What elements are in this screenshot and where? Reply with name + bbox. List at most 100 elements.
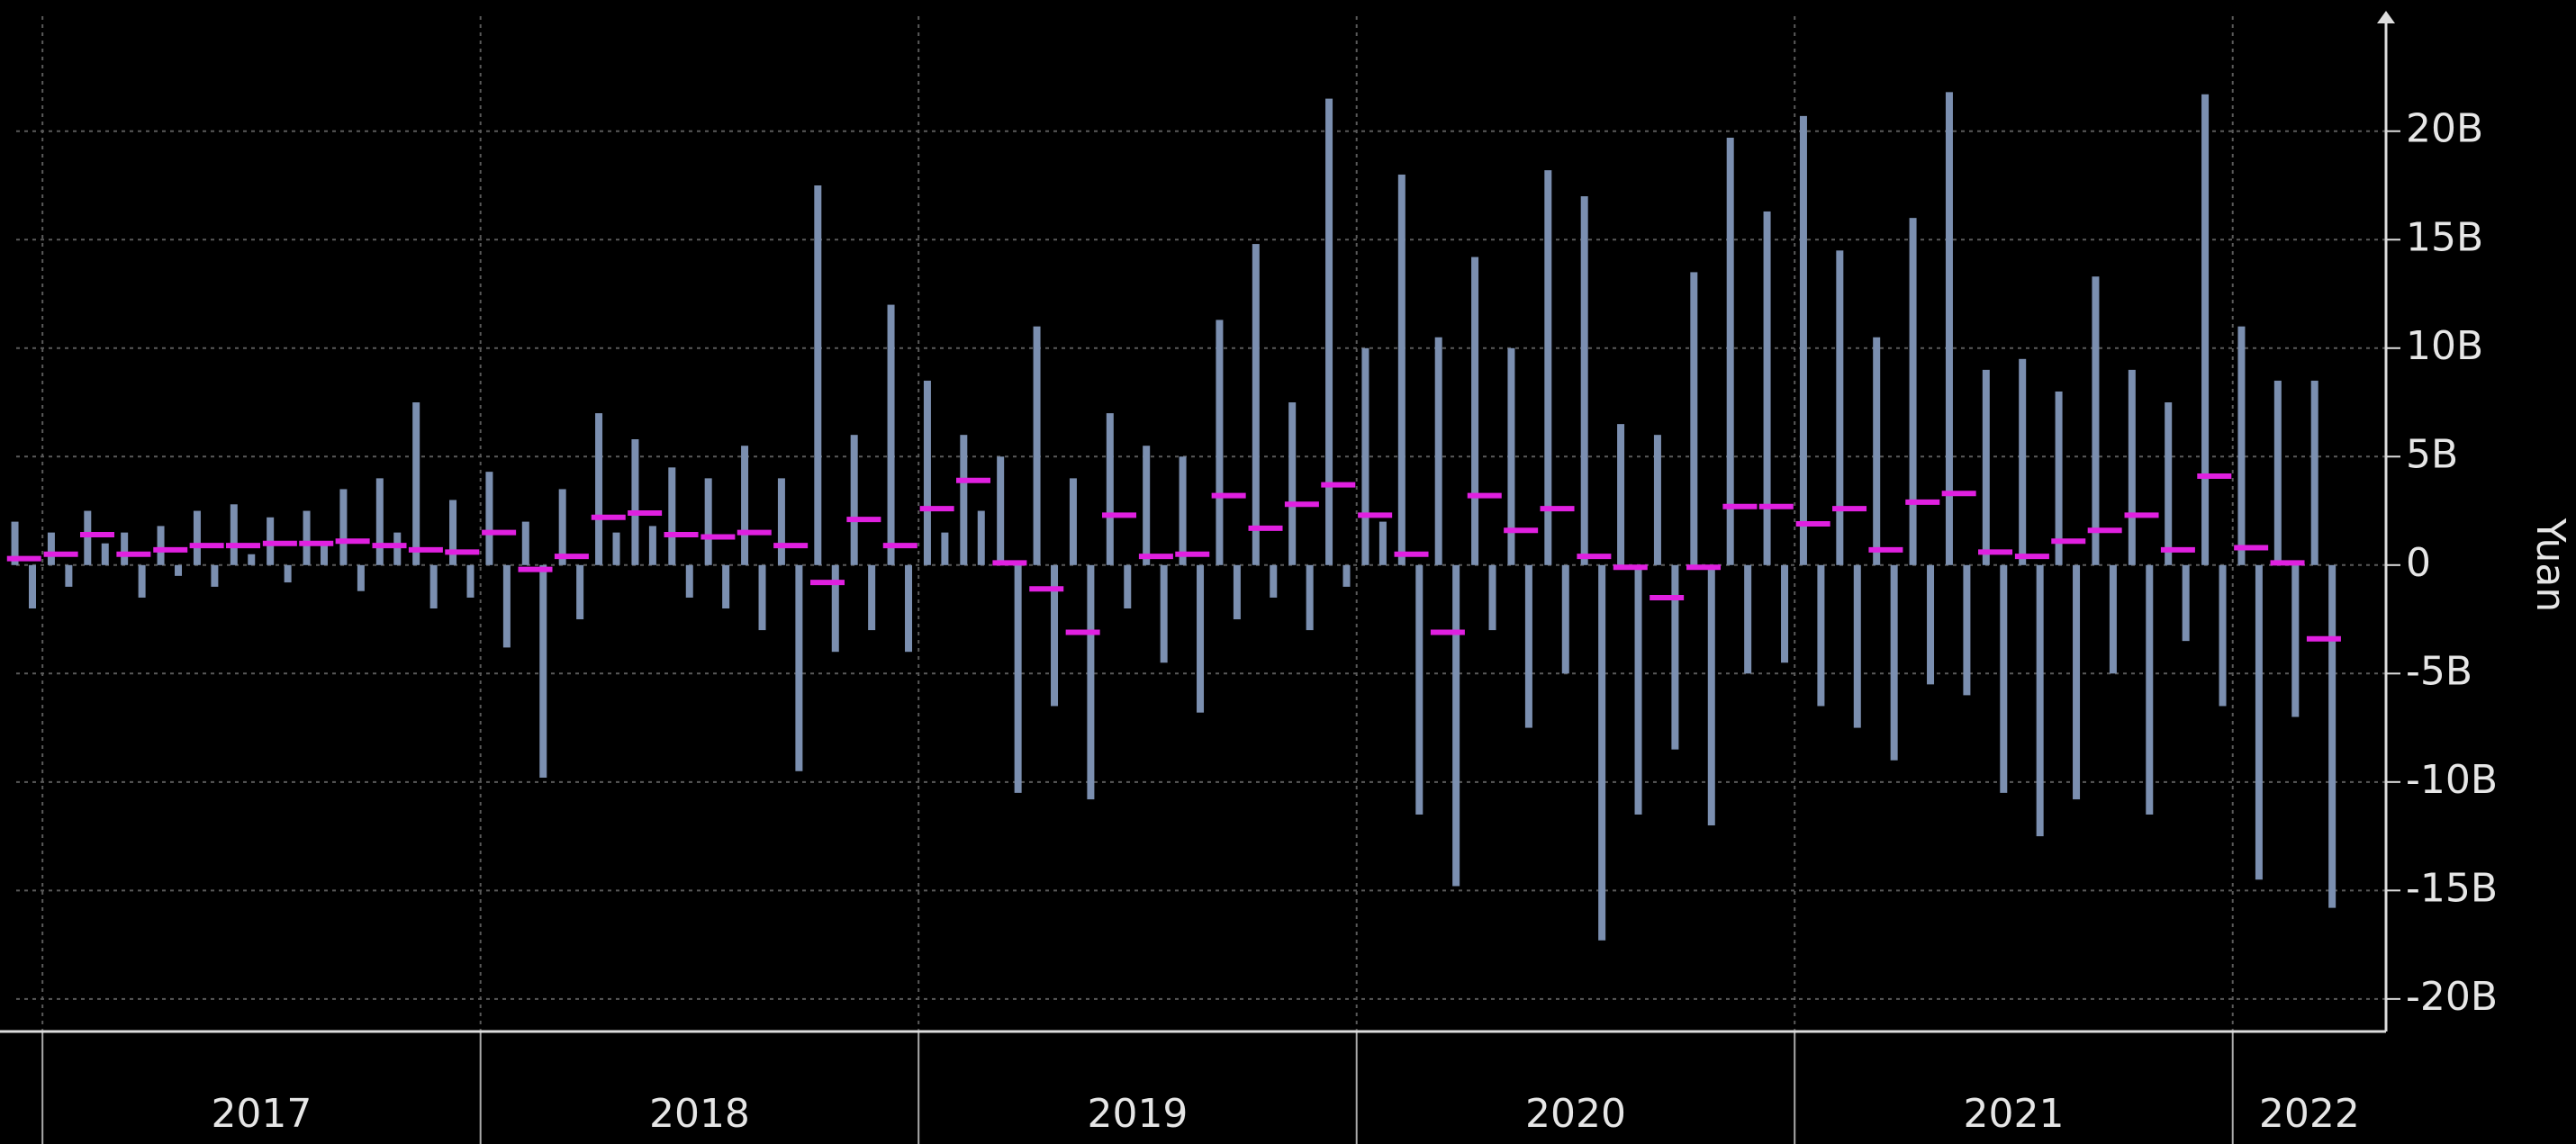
bar	[429, 564, 438, 608]
x-tick-label: 2020	[1525, 1091, 1626, 1137]
bar	[303, 510, 311, 565]
y-tick-label: -20B	[2406, 974, 2498, 1020]
bar	[84, 510, 92, 565]
bar	[1634, 564, 1642, 815]
y-axis-arrow	[2377, 11, 2395, 23]
bar	[1690, 272, 1698, 565]
y-tick-label: 0	[2406, 540, 2431, 586]
bar	[2073, 564, 2081, 800]
bar	[576, 564, 584, 620]
bar	[2182, 564, 2190, 642]
bar	[1087, 564, 1095, 800]
bar	[2019, 358, 2027, 565]
bar	[1415, 564, 1424, 815]
bar	[1397, 174, 1406, 565]
bar	[668, 467, 676, 565]
y-tick-label: 20B	[2406, 106, 2483, 152]
x-tick-label: 2022	[2259, 1091, 2360, 1137]
bar	[1378, 521, 1387, 565]
bar	[1580, 196, 1588, 565]
bar	[2092, 276, 2100, 565]
bar	[1124, 564, 1132, 608]
bar	[1707, 564, 1715, 826]
y-tick-label: 10B	[2406, 323, 2483, 369]
bar	[1288, 402, 1297, 565]
bar	[1452, 564, 1460, 887]
bar	[1051, 564, 1059, 707]
bar	[960, 435, 968, 565]
bar	[175, 564, 183, 576]
bar	[157, 526, 165, 565]
bar	[47, 532, 55, 565]
bar	[375, 478, 384, 565]
bar	[2273, 380, 2282, 565]
bar	[795, 564, 803, 771]
bar	[2219, 564, 2227, 707]
bar	[685, 564, 693, 598]
bar	[230, 504, 238, 565]
bar	[2128, 369, 2136, 565]
bar	[758, 564, 766, 631]
bar	[248, 554, 256, 565]
bar	[612, 532, 620, 565]
bar	[1233, 564, 1241, 620]
bar	[521, 521, 529, 565]
y-tick-label: -10B	[2406, 757, 2498, 803]
bar	[631, 439, 639, 565]
bar	[1507, 347, 1515, 565]
bar	[65, 564, 73, 587]
bar	[1434, 337, 1442, 565]
bar	[1197, 564, 1205, 713]
bar	[121, 532, 129, 565]
bar	[1270, 564, 1278, 598]
bar	[1744, 564, 1752, 674]
x-tick-label: 2019	[1087, 1091, 1188, 1137]
bar	[1143, 446, 1151, 565]
bar	[1524, 564, 1532, 728]
y-tick-label: 15B	[2406, 214, 2483, 260]
bar	[1853, 564, 1861, 728]
bar	[1561, 564, 1569, 674]
bar	[558, 489, 566, 565]
bar	[485, 472, 493, 565]
bar	[1617, 424, 1625, 565]
bar	[1671, 564, 1679, 750]
bar	[1471, 257, 1479, 565]
bar	[1873, 337, 1881, 565]
bar	[648, 526, 656, 565]
bar	[1963, 564, 1971, 696]
bar	[1817, 564, 1825, 707]
bar	[2036, 564, 2044, 837]
bar	[2328, 564, 2336, 908]
bar	[1945, 92, 1953, 565]
y-tick-label: -5B	[2406, 648, 2472, 694]
bar	[1160, 564, 1168, 663]
bar	[1982, 369, 1990, 565]
bar	[1836, 250, 1844, 565]
bar	[1726, 137, 1734, 565]
bar	[1306, 564, 1314, 631]
bar	[777, 478, 785, 565]
bar	[321, 543, 329, 565]
bar	[1763, 211, 1771, 565]
y-tick-label: -15B	[2406, 865, 2498, 911]
bar	[2165, 402, 2173, 565]
bar	[2201, 94, 2210, 565]
bar	[2109, 564, 2117, 674]
bar	[1033, 326, 1041, 565]
bar	[357, 564, 365, 591]
x-tick-label: 2017	[211, 1091, 312, 1137]
bar	[539, 564, 547, 778]
bar	[1069, 478, 1077, 565]
bar	[941, 532, 949, 565]
bar	[2255, 564, 2263, 880]
bar	[2310, 380, 2318, 565]
bar	[704, 478, 712, 565]
bar	[1909, 218, 1917, 565]
bar	[2000, 564, 2008, 793]
bar	[502, 564, 511, 648]
bar	[2291, 564, 2300, 717]
bar	[29, 564, 37, 608]
bar	[284, 564, 292, 583]
